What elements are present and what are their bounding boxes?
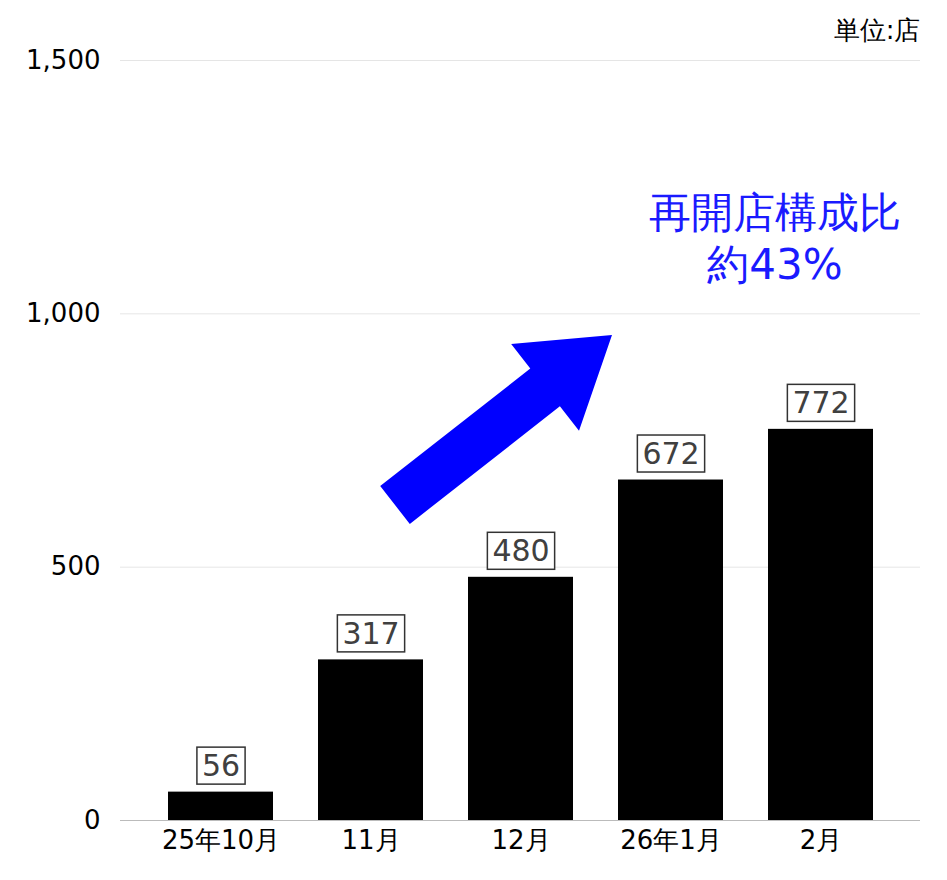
svg-text:500: 500 bbox=[51, 551, 101, 581]
svg-text:672: 672 bbox=[642, 436, 699, 471]
svg-text:480: 480 bbox=[492, 533, 549, 568]
svg-text:0: 0 bbox=[84, 805, 101, 835]
svg-text:26年1月: 26年1月 bbox=[620, 825, 722, 855]
svg-text:317: 317 bbox=[342, 616, 399, 651]
svg-text:25年10月: 25年10月 bbox=[162, 825, 280, 855]
svg-text:56: 56 bbox=[202, 748, 240, 783]
svg-text:12月: 12月 bbox=[491, 825, 550, 855]
svg-text:1,500: 1,500 bbox=[26, 45, 100, 75]
svg-text:単位:店: 単位:店 bbox=[834, 15, 921, 45]
svg-text:約43%: 約43% bbox=[707, 240, 842, 289]
svg-text:11月: 11月 bbox=[341, 825, 400, 855]
svg-text:再開店構成比: 再開店構成比 bbox=[649, 188, 901, 237]
svg-text:1,000: 1,000 bbox=[26, 298, 100, 328]
svg-text:2月: 2月 bbox=[800, 825, 843, 855]
svg-text:772: 772 bbox=[792, 385, 849, 420]
